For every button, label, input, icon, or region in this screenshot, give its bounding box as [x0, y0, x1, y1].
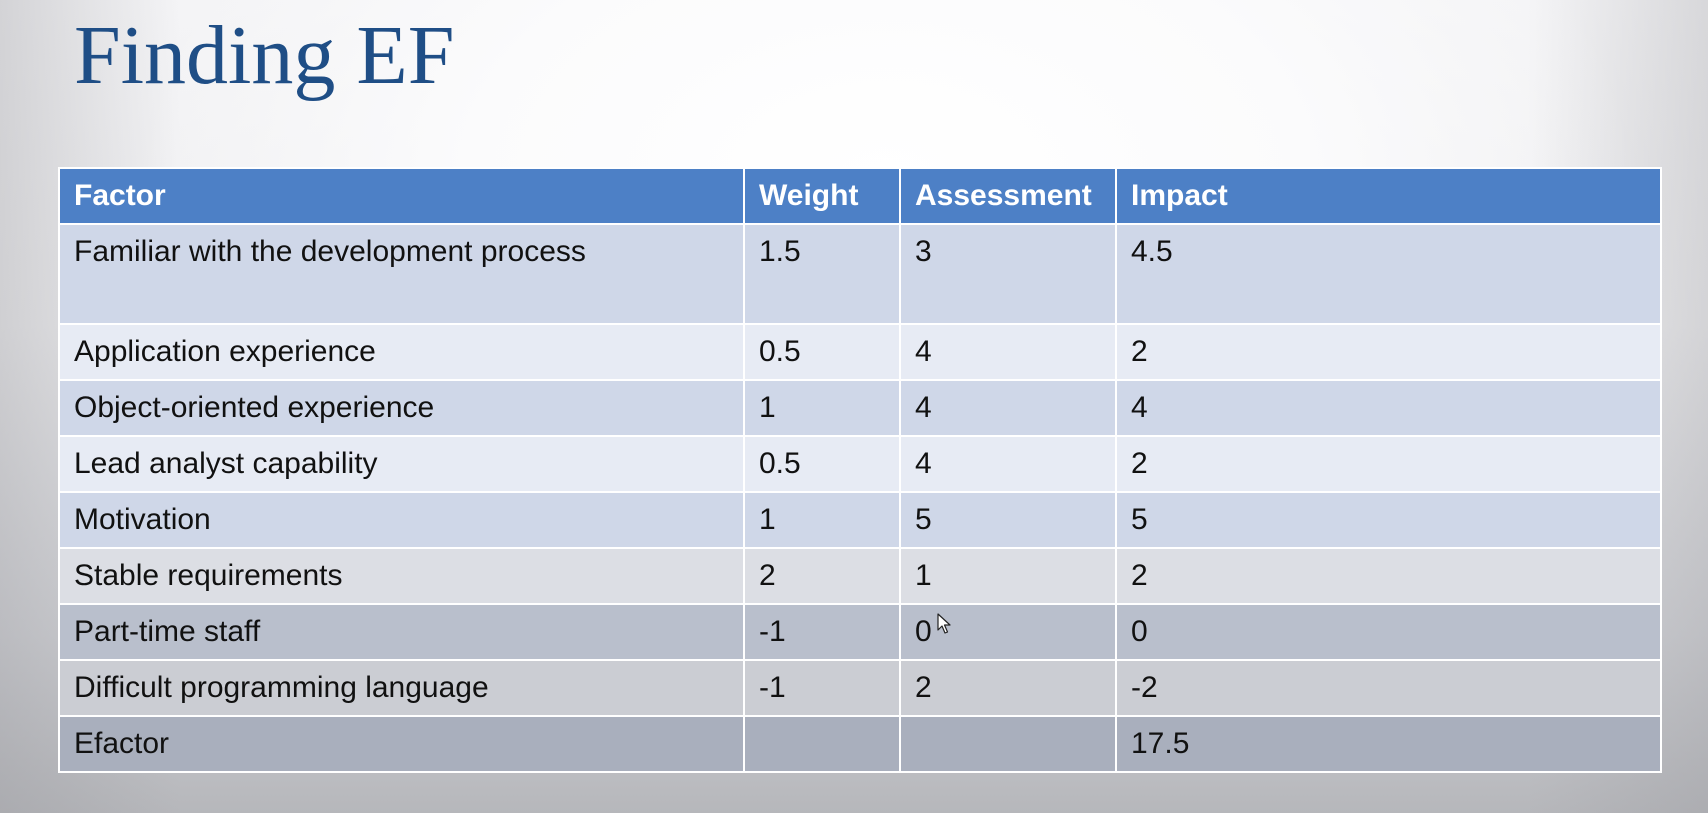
table-row: Application experience 0.5 4 2: [58, 323, 1662, 381]
weight-cell: 2: [743, 547, 901, 605]
factor-cell: Familiar with the development process: [58, 223, 745, 325]
table-row: Difficult programming language -1 2 -2: [58, 659, 1662, 717]
assessment-cell: 1: [899, 547, 1117, 605]
table-row: Motivation 1 5 5: [58, 491, 1662, 549]
weight-cell: 1: [743, 379, 901, 437]
factor-cell: Difficult programming language: [58, 659, 745, 717]
weight-cell: -1: [743, 659, 901, 717]
weight-cell-total: [743, 715, 901, 773]
impact-cell: 4: [1115, 379, 1662, 437]
factor-cell: Stable requirements: [58, 547, 745, 605]
factor-cell: Application experience: [58, 323, 745, 381]
assessment-cell: 4: [899, 379, 1117, 437]
environmental-factors-table: Factor Weight Assessment Impact Familiar…: [58, 167, 1662, 773]
header-impact: Impact: [1115, 167, 1662, 225]
weight-cell: 0.5: [743, 435, 901, 493]
table-row: Object-oriented experience 1 4 4: [58, 379, 1662, 437]
impact-cell: 4.5: [1115, 223, 1662, 325]
factor-cell: Part-time staff: [58, 603, 745, 661]
table-header-row: Factor Weight Assessment Impact: [58, 167, 1662, 225]
impact-cell: 2: [1115, 435, 1662, 493]
assessment-cell: 0: [899, 603, 1117, 661]
table-row-total: Efactor 17.5: [58, 715, 1662, 773]
weight-cell: -1: [743, 603, 901, 661]
factor-cell: Motivation: [58, 491, 745, 549]
table-row: Familiar with the development process 1.…: [58, 223, 1662, 325]
impact-cell: 5: [1115, 491, 1662, 549]
weight-cell: 1: [743, 491, 901, 549]
table-row: Lead analyst capability 0.5 4 2: [58, 435, 1662, 493]
header-assessment: Assessment: [899, 167, 1117, 225]
impact-cell: 2: [1115, 547, 1662, 605]
factor-cell: Object-oriented experience: [58, 379, 745, 437]
impact-cell: 0: [1115, 603, 1662, 661]
header-factor: Factor: [58, 167, 745, 225]
impact-cell-total: 17.5: [1115, 715, 1662, 773]
header-weight: Weight: [743, 167, 901, 225]
table-row: Stable requirements 2 1 2: [58, 547, 1662, 605]
factor-cell-total: Efactor: [58, 715, 745, 773]
assessment-cell: 5: [899, 491, 1117, 549]
assessment-cell-total: [899, 715, 1117, 773]
impact-cell: -2: [1115, 659, 1662, 717]
factor-label: Familiar with the development process: [74, 235, 586, 268]
impact-cell: 2: [1115, 323, 1662, 381]
assessment-cell: 2: [899, 659, 1117, 717]
factor-cell: Lead analyst capability: [58, 435, 745, 493]
assessment-cell: 4: [899, 323, 1117, 381]
table-row: Part-time staff -1 0 0: [58, 603, 1662, 661]
assessment-cell: 3: [899, 223, 1117, 325]
assessment-cell: 4: [899, 435, 1117, 493]
slide-title: Finding EF: [74, 9, 455, 102]
weight-cell: 0.5: [743, 323, 901, 381]
weight-cell: 1.5: [743, 223, 901, 325]
